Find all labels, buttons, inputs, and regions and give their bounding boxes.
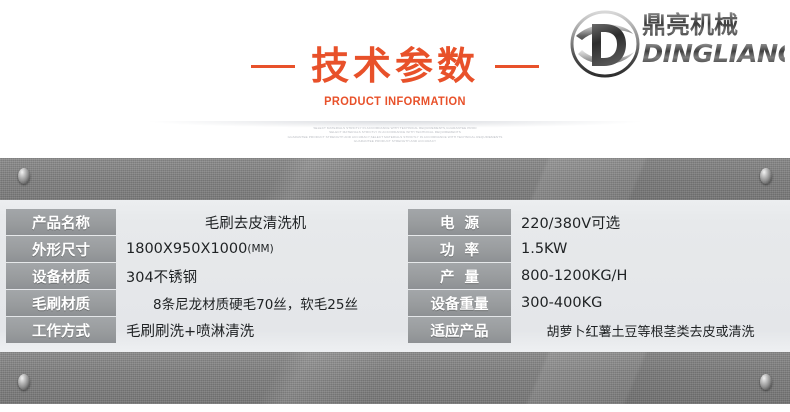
metal-panel-bottom (0, 352, 790, 404)
table-row: 设备材质 304不锈钢 (6, 263, 395, 289)
spec-label: 电源 (408, 209, 511, 235)
fineprint-line-1: SELECT MATERIALS STRICTLY IN ACCORDANCE … (313, 126, 477, 130)
spec-value: 毛刷去皮清洗机 (204, 215, 307, 232)
spec-table-right: 电源 220/380V可选 功率 1.5KW 产量 800-1200KG/H 设… (395, 200, 790, 352)
spec-label: 外形尺寸 (6, 236, 116, 262)
spec-value: 胡萝卜红薯土豆等根茎类去皮或清洗 (546, 324, 755, 340)
rivet-bottom-right-icon (760, 374, 772, 390)
spec-value: 220/380V可选 (521, 215, 621, 232)
page-title: 技术参数 (310, 44, 479, 88)
spec-table-left: 产品名称 毛刷去皮清洗机 外形尺寸 1800X950X1000 (MM) 设备材质… (0, 200, 395, 352)
table-row: 产品名称 毛刷去皮清洗机 (6, 209, 395, 235)
title-dash-right (495, 64, 539, 68)
panel-highlight-bottom (370, 352, 790, 404)
spec-value: 8条尼龙材质硬毛70丝，软毛25丝 (153, 297, 358, 313)
spec-value: 800-1200KG/H (521, 268, 628, 284)
table-row: 外形尺寸 1800X950X1000 (MM) (6, 236, 395, 262)
logo-english-name: DINGLIANG (642, 39, 790, 68)
table-row: 电源 220/380V可选 (408, 209, 790, 235)
rivet-top-right-icon (760, 168, 772, 184)
spec-value: 300-400KG (521, 295, 603, 311)
spec-label: 适应产品 (408, 317, 511, 343)
spec-plate-background (0, 200, 790, 352)
fineprint-line-4: GUARANTEE PRODUCT STRENGTH AND ACCURACY (353, 139, 437, 144)
logo-wordmark: 鼎亮机械 DINGLIANG (642, 10, 790, 78)
table-row: 产量 800-1200KG/H (408, 263, 790, 289)
table-row: 毛刷材质 8条尼龙材质硬毛70丝，软毛25丝 (6, 290, 395, 316)
title-dash-left (250, 64, 295, 68)
spec-label: 功率 (408, 236, 511, 262)
spec-label: 产量 (408, 263, 511, 289)
spec-label: 工作方式 (6, 317, 116, 343)
spec-value-text: 1800X950X1000 (126, 241, 248, 257)
spec-value-unit: (MM) (247, 243, 274, 255)
spec-label: 毛刷材质 (6, 290, 116, 316)
rivet-top-left-icon (18, 168, 30, 184)
logo-chinese-name: 鼎亮机械 (642, 10, 782, 40)
fineprint-line-2: SELECT MATERIALS STRICTLY IN ACCORDANCE … (329, 130, 461, 135)
spec-value: 1800X950X1000 (MM) (116, 236, 395, 262)
rivet-bottom-left-icon (18, 374, 30, 390)
page-subtitle: PRODUCT INFORMATION (324, 94, 466, 108)
company-logo: 鼎亮机械 DINGLIANG (570, 8, 790, 80)
spec-value: 1.5KW (521, 241, 568, 257)
header-section: 鼎亮机械 DINGLIANG 技术参数 PRODUCT INFORMATION … (0, 0, 790, 158)
spec-value: 304不锈钢 (126, 269, 198, 286)
table-row: 工作方式 毛刷刷洗+喷淋清洗 (6, 317, 395, 343)
panel-texture-bottom (0, 352, 790, 404)
table-row: 功率 1.5KW (408, 236, 790, 262)
fineprint-block: SELECT MATERIALS STRICTLY IN ACCORDANCE … (0, 126, 790, 144)
fineprint-line-3: GUARANTEE PRODUCT STRENGTH AND ACCURACY,… (287, 134, 503, 139)
table-row: 设备重量 300-400KG (408, 290, 790, 316)
spec-tables: 产品名称 毛刷去皮清洗机 外形尺寸 1800X950X1000 (MM) 设备材质… (0, 200, 790, 352)
spec-label: 设备重量 (408, 290, 511, 316)
title-block: 技术参数 PRODUCT INFORMATION (0, 44, 790, 108)
spec-label: 设备材质 (6, 263, 116, 289)
spec-label: 产品名称 (6, 209, 116, 235)
table-row: 适应产品 胡萝卜红薯土豆等根茎类去皮或清洗 (408, 317, 790, 343)
spec-value: 毛刷刷洗+喷淋清洗 (126, 323, 255, 340)
dingliang-d-mark-icon (570, 10, 640, 78)
header-shadow-divider (150, 121, 640, 128)
